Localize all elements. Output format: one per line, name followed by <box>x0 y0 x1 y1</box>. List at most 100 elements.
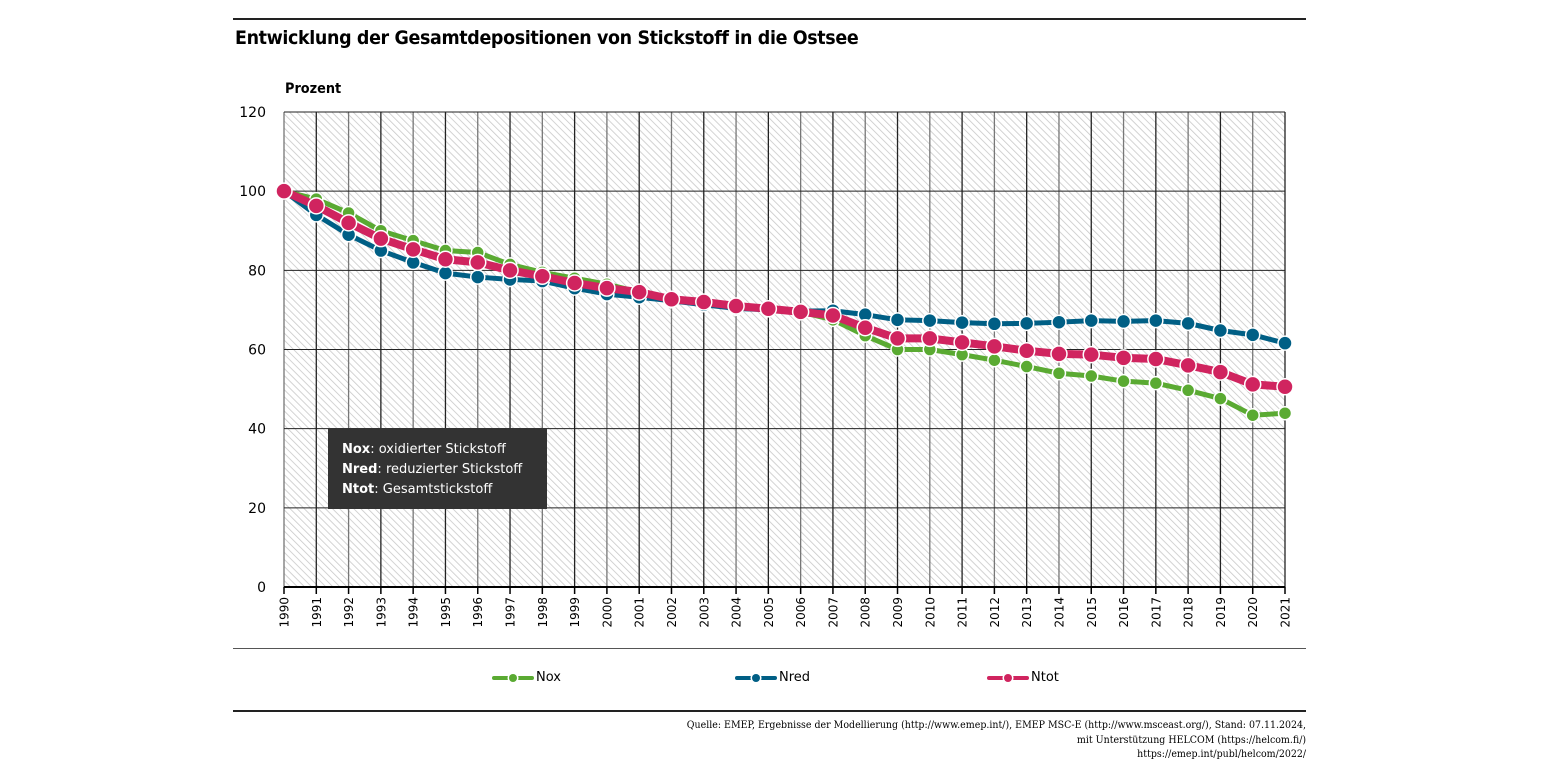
top-rule <box>233 18 1306 20</box>
x-tick-label: 2014 <box>1052 597 1066 628</box>
legend-label: Nred <box>779 670 811 685</box>
data-point <box>565 274 584 292</box>
x-tick-label: 2010 <box>923 597 937 628</box>
data-point <box>1019 359 1034 374</box>
source-line: Quelle: EMEP, Ergebnisse der Modellierun… <box>686 719 1306 731</box>
y-axis-label: Prozent <box>285 81 342 97</box>
data-point <box>1243 375 1262 394</box>
data-point <box>986 316 1003 332</box>
data-point <box>1277 405 1293 421</box>
data-point <box>922 312 938 329</box>
y-tick-label: 40 <box>248 422 266 438</box>
data-point <box>1179 356 1197 375</box>
data-point <box>1116 373 1131 389</box>
x-tick-label: 2020 <box>1246 597 1260 628</box>
data-point <box>759 299 778 318</box>
x-tick-label: 2007 <box>826 597 840 628</box>
data-point <box>1148 312 1164 329</box>
data-point <box>1050 345 1068 363</box>
legend-swatch-nox <box>492 671 534 685</box>
data-point <box>1115 313 1132 330</box>
data-point <box>1180 383 1196 398</box>
data-point <box>1051 314 1067 330</box>
x-tick-label: 2000 <box>600 597 614 628</box>
data-point <box>339 214 358 232</box>
legend-swatch-nred <box>735 671 777 685</box>
x-tick-label: 2017 <box>1149 597 1163 628</box>
data-point <box>1277 335 1293 351</box>
data-point <box>662 290 681 308</box>
data-point <box>372 229 390 248</box>
x-tick-label: 2001 <box>633 597 647 628</box>
data-point <box>1147 350 1165 368</box>
x-tick-label: 1996 <box>471 597 485 628</box>
y-tick-label: 80 <box>248 263 266 279</box>
data-point <box>985 337 1004 356</box>
data-point <box>1017 341 1036 360</box>
data-point <box>533 267 552 286</box>
chart-plot: 0 20 40 60 80 100 120 1990 1991 1992 1993 1994 1995 1… <box>239 105 1294 628</box>
data-point <box>1083 312 1100 329</box>
data-point <box>921 329 939 348</box>
series-ntot <box>275 182 1294 396</box>
data-point <box>695 293 713 311</box>
data-point <box>1213 391 1228 406</box>
x-tick-label: 1994 <box>407 597 421 628</box>
abbreviation-info-box: Nox: oxidierter Stickstoff Nred: reduzie… <box>328 428 547 509</box>
x-tick-label: 1995 <box>439 597 453 628</box>
data-point <box>1211 363 1230 381</box>
data-point <box>1018 315 1035 332</box>
data-point <box>630 283 648 301</box>
y-tick-label: 100 <box>239 184 266 200</box>
data-point <box>1051 366 1067 381</box>
source-line: https://emep.int/publ/helcom/2022/ <box>1137 748 1306 760</box>
bottom-rule <box>233 710 1306 712</box>
data-point <box>1148 375 1164 391</box>
info-term: Ntot <box>342 482 375 497</box>
x-tick-label: 2016 <box>1117 597 1131 628</box>
data-point <box>307 197 326 215</box>
x-tick-label: 1999 <box>568 597 582 628</box>
legend-item-ntot: Ntot <box>987 670 1059 685</box>
x-tick-label: 2004 <box>730 597 744 628</box>
info-line-nred: Nred: reduzierter Stickstoff <box>342 462 523 477</box>
data-point <box>727 297 745 315</box>
data-point <box>824 306 842 325</box>
x-tick-label: 1990 <box>278 597 292 628</box>
y-tick-label: 0 <box>257 580 266 596</box>
legend-swatch-ntot <box>987 671 1029 685</box>
data-point <box>888 329 907 348</box>
series-layer <box>275 182 1294 423</box>
legend-divider <box>233 648 1306 649</box>
info-desc: oxidierter Stickstoff <box>378 442 506 457</box>
data-point <box>404 240 422 259</box>
data-point <box>954 314 970 331</box>
data-point <box>987 352 1002 368</box>
x-tick-label: 2018 <box>1182 597 1196 628</box>
data-point <box>1245 407 1260 423</box>
x-tick-label: 2013 <box>1020 597 1034 628</box>
info-line-nox: Nox: oxidierter Stickstoff <box>342 442 506 457</box>
x-tick-label: 2012 <box>988 597 1002 628</box>
info-term: Nox <box>342 442 371 457</box>
data-point <box>469 269 486 285</box>
info-line-ntot: Ntot: Gesamtstickstoff <box>342 482 493 497</box>
x-tick-label: 1991 <box>310 597 324 628</box>
y-tick-label: 60 <box>248 343 266 359</box>
data-point <box>275 182 293 200</box>
data-point <box>1082 345 1101 364</box>
data-point <box>791 303 810 321</box>
x-tick-label: 2006 <box>794 597 808 628</box>
data-point <box>436 250 455 268</box>
info-term: Nred <box>342 462 378 477</box>
chart-title: Entwicklung der Gesamtdepositionen von S… <box>235 27 859 49</box>
data-point <box>1244 327 1261 343</box>
data-point <box>953 333 971 352</box>
data-point <box>889 312 906 328</box>
x-tick-label: 2005 <box>762 597 776 628</box>
info-desc: reduzierter Stickstoff <box>385 462 523 477</box>
x-tick-label: 2009 <box>891 597 905 628</box>
data-point <box>1276 377 1294 396</box>
x-tick-label: 1998 <box>536 597 550 628</box>
data-point <box>1212 322 1229 339</box>
